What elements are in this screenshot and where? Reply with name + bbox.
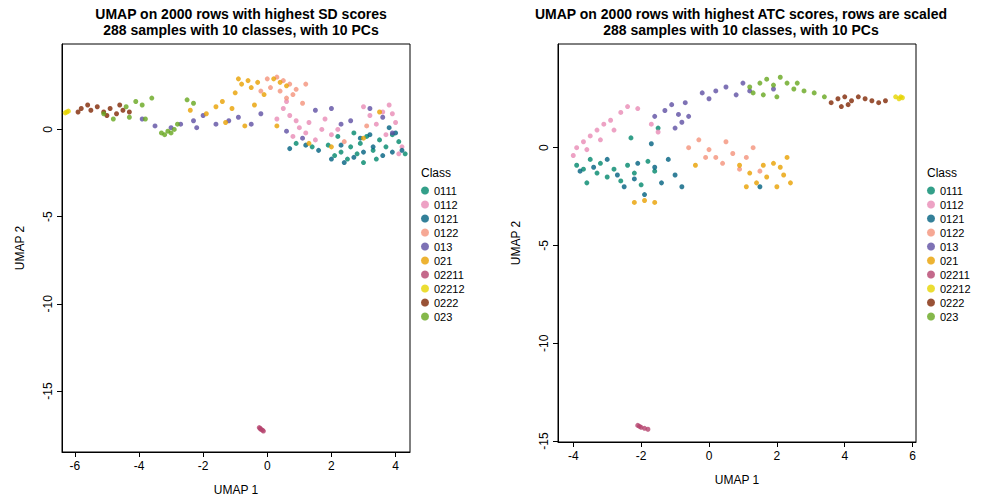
svg-text:0121: 0121 (434, 213, 458, 225)
svg-text:UMAP 1: UMAP 1 (715, 473, 760, 487)
svg-text:0122: 0122 (434, 227, 458, 239)
svg-text:0: 0 (41, 126, 55, 133)
svg-text:023: 023 (940, 311, 958, 323)
svg-text:0: 0 (264, 459, 271, 473)
svg-text:2: 2 (328, 459, 335, 473)
svg-text:0222: 0222 (940, 297, 964, 309)
svg-text:-4: -4 (134, 459, 145, 473)
svg-text:2: 2 (774, 449, 781, 463)
svg-text:288 samples with 10 classes, w: 288 samples with 10 classes, with 10 PCs (103, 22, 379, 38)
svg-text:-2: -2 (198, 459, 209, 473)
svg-text:021: 021 (940, 255, 958, 267)
svg-text:-10: -10 (537, 334, 551, 352)
svg-text:02212: 02212 (940, 283, 971, 295)
svg-text:4: 4 (841, 449, 848, 463)
svg-text:6: 6 (909, 449, 916, 463)
svg-text:-6: -6 (69, 459, 80, 473)
svg-text:0122: 0122 (940, 227, 964, 239)
svg-text:021: 021 (434, 255, 452, 267)
svg-text:0111: 0111 (434, 185, 457, 197)
svg-text:-15: -15 (41, 382, 55, 400)
svg-text:0112: 0112 (940, 199, 964, 211)
svg-text:0112: 0112 (434, 199, 458, 211)
svg-text:-5: -5 (41, 211, 55, 222)
svg-text:-10: -10 (41, 295, 55, 313)
svg-text:023: 023 (434, 311, 452, 323)
svg-text:4: 4 (392, 459, 399, 473)
svg-text:Class: Class (421, 166, 451, 180)
svg-text:-2: -2 (636, 449, 647, 463)
svg-text:02211: 02211 (940, 269, 970, 281)
svg-text:UMAP 2: UMAP 2 (509, 220, 523, 265)
svg-text:-4: -4 (568, 449, 579, 463)
svg-text:0222: 0222 (434, 297, 458, 309)
svg-text:UMAP on 2000 rows with highest: UMAP on 2000 rows with highest SD scores (95, 6, 387, 22)
svg-text:288 samples with 10 classes, w: 288 samples with 10 classes, with 10 PCs (603, 22, 879, 38)
svg-text:UMAP 2: UMAP 2 (13, 225, 27, 270)
svg-text:0111: 0111 (940, 185, 963, 197)
svg-text:0: 0 (706, 449, 713, 463)
svg-text:-15: -15 (537, 432, 551, 450)
svg-text:0121: 0121 (940, 213, 964, 225)
svg-text:UMAP on 2000 rows with highest: UMAP on 2000 rows with highest ATC score… (535, 6, 947, 22)
svg-text:-5: -5 (537, 240, 551, 251)
svg-text:013: 013 (940, 241, 958, 253)
svg-text:02212: 02212 (434, 283, 465, 295)
svg-text:02211: 02211 (434, 269, 464, 281)
svg-text:0: 0 (537, 144, 551, 151)
svg-text:Class: Class (927, 166, 957, 180)
svg-text:013: 013 (434, 241, 452, 253)
svg-text:UMAP 1: UMAP 1 (214, 483, 259, 497)
